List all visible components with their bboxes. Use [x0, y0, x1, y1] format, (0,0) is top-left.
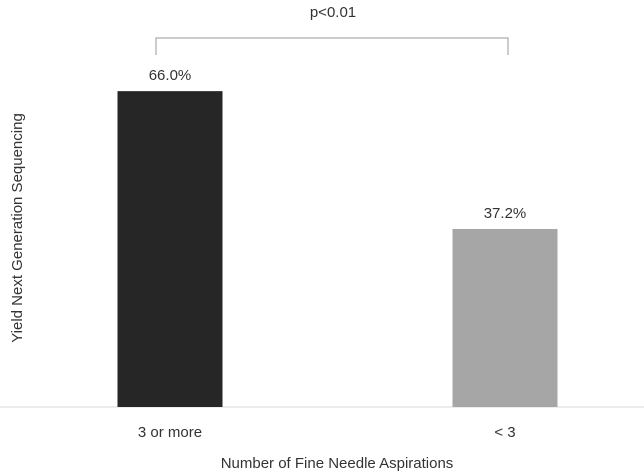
bar: [452, 228, 558, 407]
x-tick-label: < 3: [494, 424, 515, 441]
bar: [117, 91, 223, 408]
x-axis-title: Number of Fine Needle Aspirations: [221, 455, 454, 472]
x-tick-label: 3 or more: [138, 424, 202, 441]
value-label: 66.0%: [149, 67, 192, 84]
value-label: 37.2%: [484, 205, 527, 222]
significance-label: p<0.01: [310, 4, 356, 21]
y-axis-title: Yield Next Generation Sequencing: [9, 113, 26, 343]
significance-bracket: [155, 37, 509, 55]
